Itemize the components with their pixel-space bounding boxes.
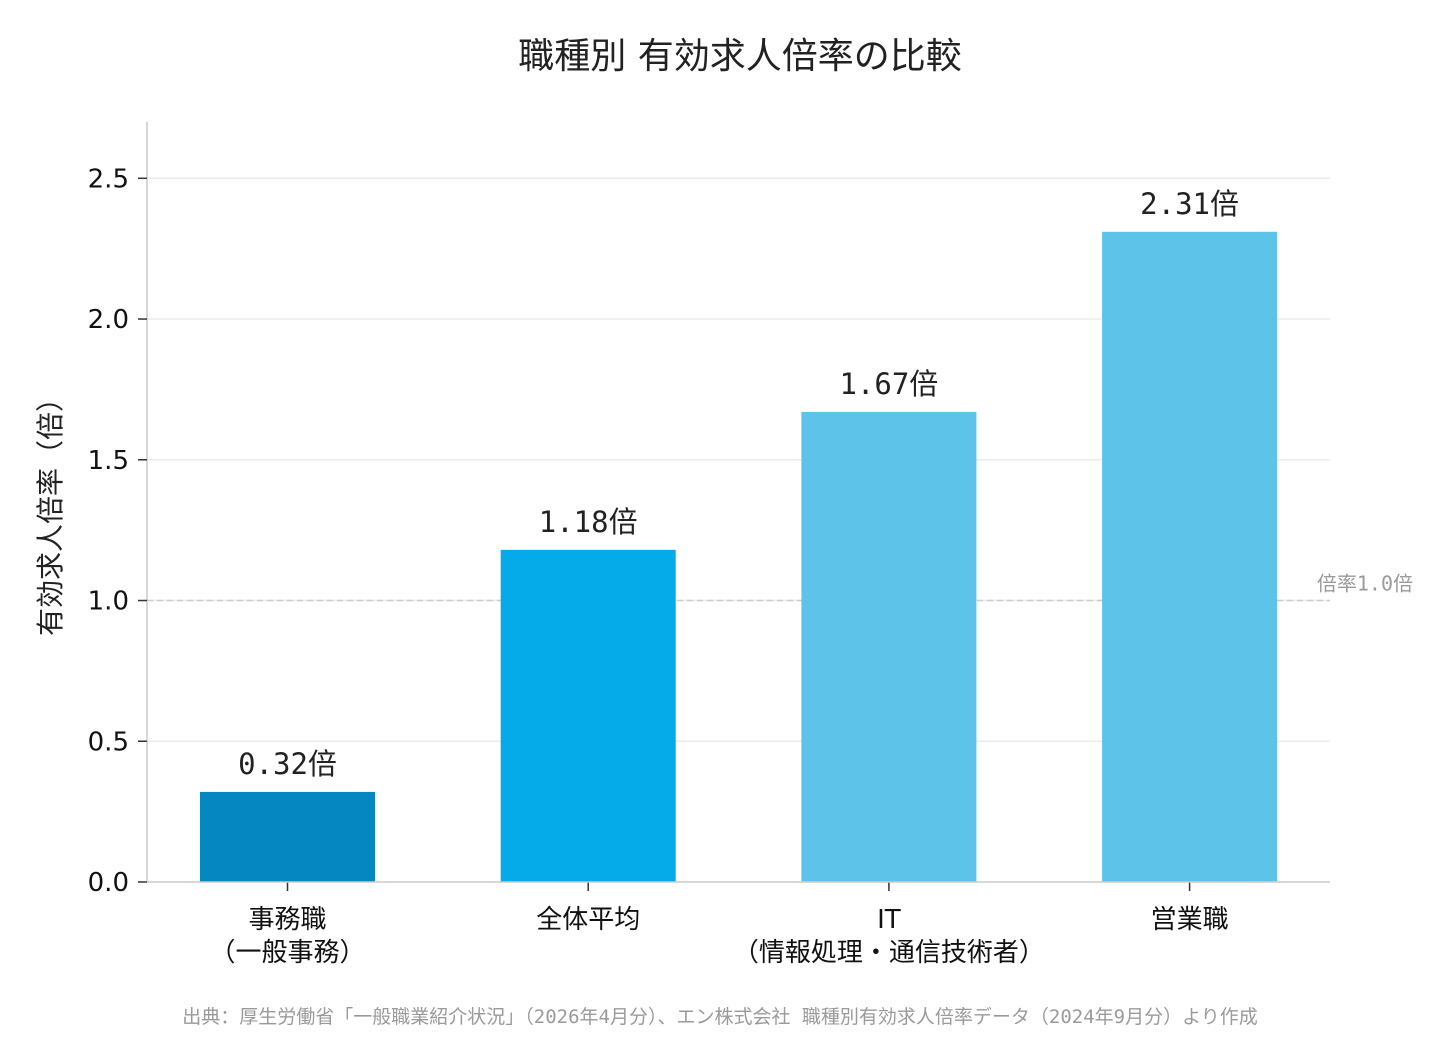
axes <box>146 122 1330 891</box>
bar <box>1102 231 1278 882</box>
y-tick-label: 1.0 <box>88 587 129 617</box>
y-tick-label: 1.5 <box>88 446 129 476</box>
bar <box>801 411 977 882</box>
bar-value-label: 1.18倍 <box>539 505 638 539</box>
y-tick-label: 0.0 <box>88 868 129 898</box>
bar-value-label: 0.32倍 <box>238 747 337 781</box>
y-axis-label: 有効求人倍率（倍） <box>34 384 67 636</box>
y-axis-ticks: 0.0 0.5 1.0 1.5 2.0 2.5 <box>88 164 147 898</box>
x-tick-label: （情報処理・通信技術者） <box>733 938 1045 968</box>
x-axis-labels: 事務職（一般事務） 全体平均 IT（情報処理・通信技術者） 営業職 <box>209 905 1228 968</box>
y-tick-label: 2.0 <box>88 305 129 335</box>
x-tick-label: 事務職 <box>248 905 326 935</box>
bars <box>200 231 1278 882</box>
bar <box>200 791 375 882</box>
x-tick-label: 営業職 <box>1151 905 1229 935</box>
chart-title: 職種別 有効求人倍率の比較 <box>518 36 961 77</box>
y-tick-label: 2.5 <box>88 164 129 194</box>
bar <box>500 549 676 882</box>
x-tick-label: （一般事務） <box>209 938 365 968</box>
y-tick-label: 0.5 <box>88 727 129 757</box>
reference-line-label: 倍率1.0倍 <box>1317 572 1413 596</box>
x-tick-label: 全体平均 <box>536 905 640 935</box>
bar-value-label: 2.31倍 <box>1140 187 1239 221</box>
source-note: 出典：厚生労働省「一般職業紹介状況」（2026年4月分）、エン株式会社 職種別有… <box>182 1006 1257 1028</box>
x-tick-label: IT <box>877 905 901 935</box>
bar-value-label: 1.67倍 <box>839 367 938 401</box>
data-labels: 0.32倍 1.18倍 1.67倍 2.31倍 <box>238 187 1239 781</box>
